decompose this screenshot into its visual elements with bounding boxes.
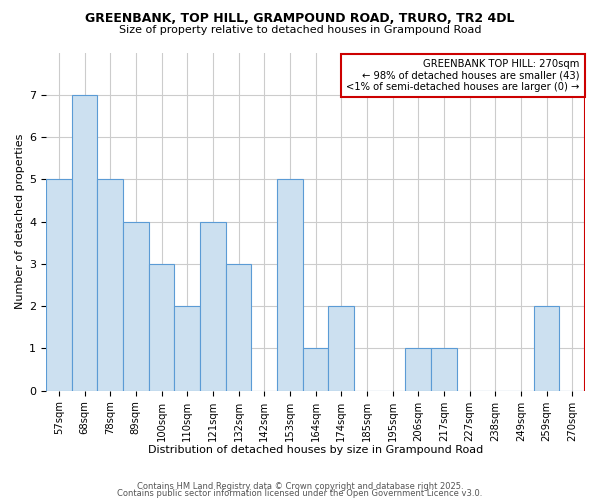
Bar (200, 222, 226, 390)
Bar (277, 180, 302, 390)
Bar (328, 306, 354, 390)
Text: Contains HM Land Registry data © Crown copyright and database right 2025.: Contains HM Land Registry data © Crown c… (137, 482, 463, 491)
Text: Size of property relative to detached houses in Grampound Road: Size of property relative to detached ho… (119, 25, 481, 35)
Bar (71, 95, 97, 390)
Bar (406, 348, 431, 391)
Text: GREENBANK TOP HILL: 270sqm
← 98% of detached houses are smaller (43)
<1% of semi: GREENBANK TOP HILL: 270sqm ← 98% of deta… (346, 60, 580, 92)
Bar (226, 264, 251, 390)
Text: Contains public sector information licensed under the Open Government Licence v3: Contains public sector information licen… (118, 489, 482, 498)
Text: GREENBANK, TOP HILL, GRAMPOUND ROAD, TRURO, TR2 4DL: GREENBANK, TOP HILL, GRAMPOUND ROAD, TRU… (85, 12, 515, 26)
Bar (302, 348, 328, 391)
Bar (533, 306, 559, 390)
Bar (97, 180, 123, 390)
Bar (46, 180, 71, 390)
Bar (149, 264, 175, 390)
Bar (123, 222, 149, 390)
Bar (431, 348, 457, 391)
X-axis label: Distribution of detached houses by size in Grampound Road: Distribution of detached houses by size … (148, 445, 483, 455)
Y-axis label: Number of detached properties: Number of detached properties (15, 134, 25, 310)
Bar (175, 306, 200, 390)
